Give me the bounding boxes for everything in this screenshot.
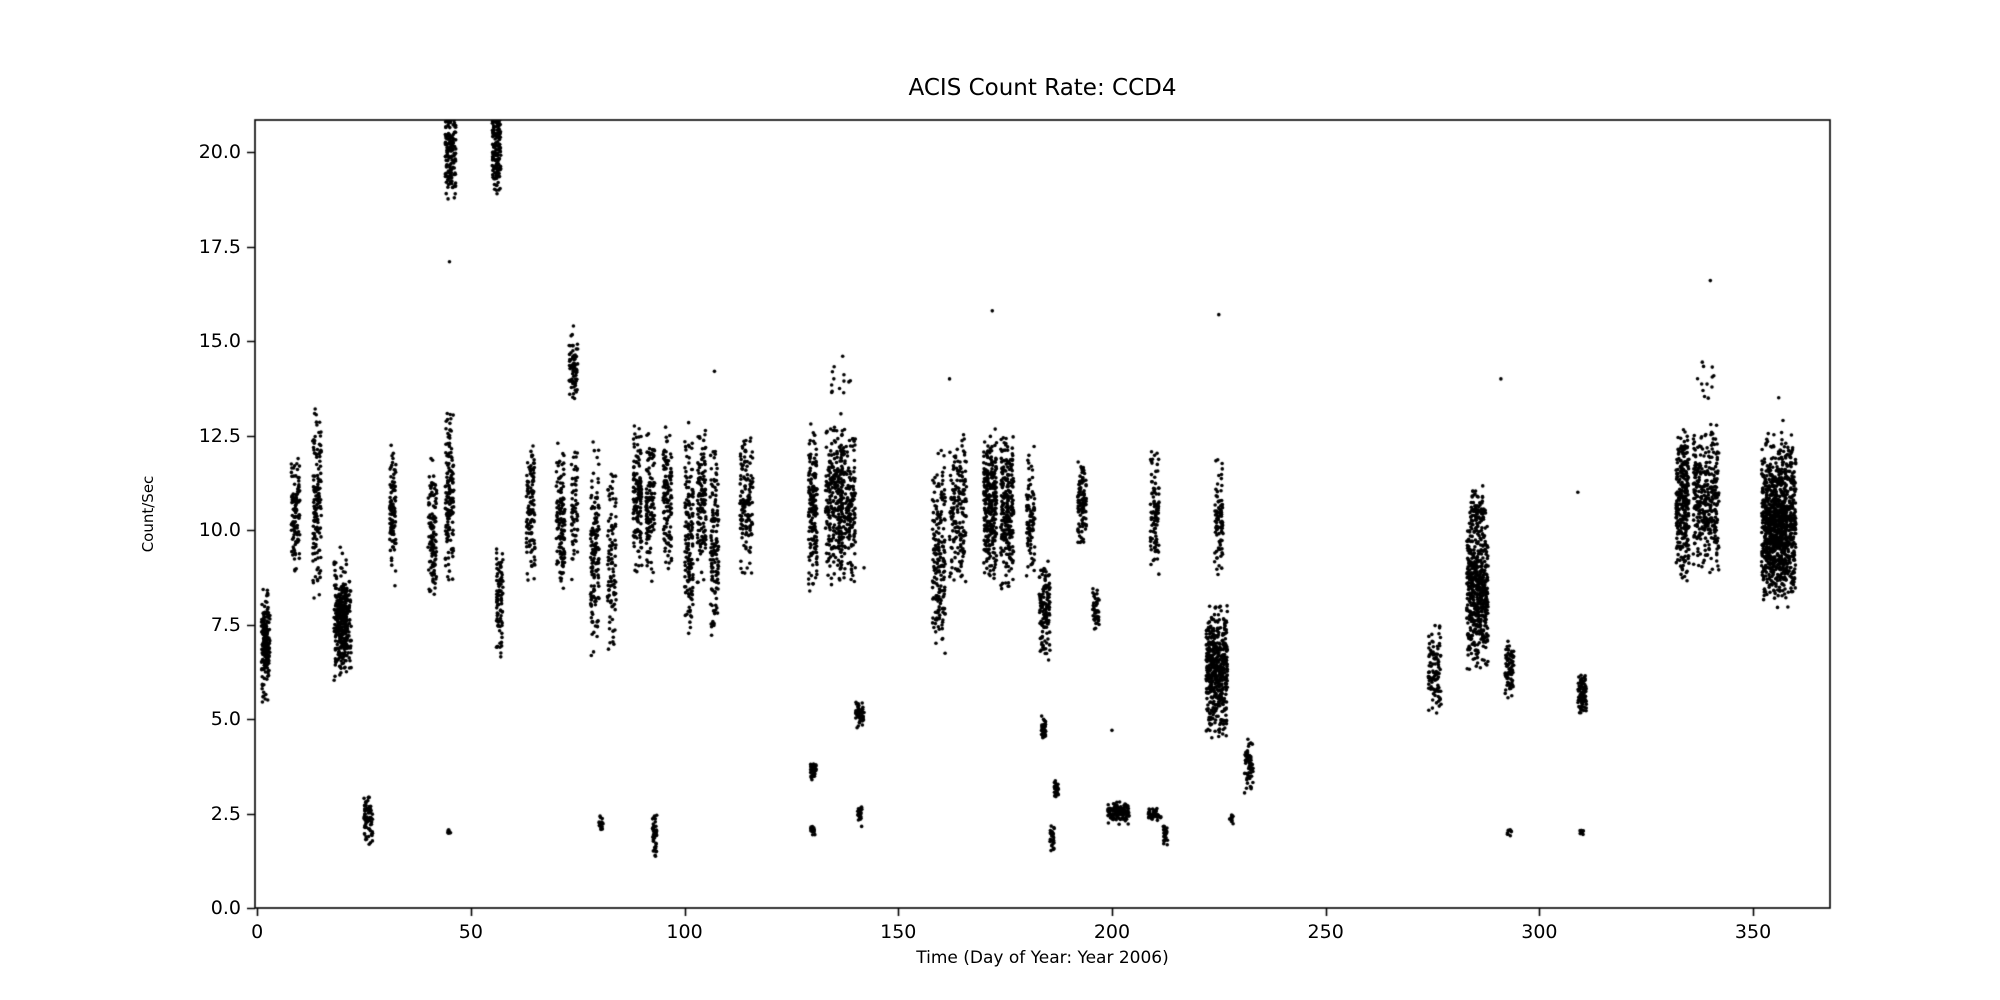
x-tick-label: 350 (1734, 921, 1772, 943)
x-tick-label: 300 (1521, 921, 1558, 943)
x-axis-label: Time (Day of Year: Year 2006) (916, 948, 1169, 968)
y-tick-label: 7.5 (210, 613, 241, 636)
y-axis-label: Count/Sec (139, 475, 157, 553)
y-tick-label: 5.0 (210, 708, 241, 731)
y-tick-label: 0.0 (210, 897, 241, 919)
y-tick-label: 20.0 (198, 141, 241, 164)
x-tick-label: 0 (251, 921, 264, 943)
y-tick-label: 10.0 (198, 519, 241, 542)
x-tick-label: 50 (458, 921, 483, 943)
chart-title: ACIS Count Rate: CCD4 (908, 75, 1177, 101)
x-tick-label: 200 (1093, 921, 1131, 943)
x-tick-label: 150 (880, 921, 917, 943)
y-tick-label: 15.0 (198, 330, 241, 353)
y-tick-label: 12.5 (198, 424, 241, 447)
x-tick-label: 100 (666, 921, 703, 943)
y-tick-label: 17.5 (198, 235, 241, 258)
x-tick-label: 250 (1307, 921, 1344, 943)
y-tick-label: 2.5 (210, 802, 241, 825)
